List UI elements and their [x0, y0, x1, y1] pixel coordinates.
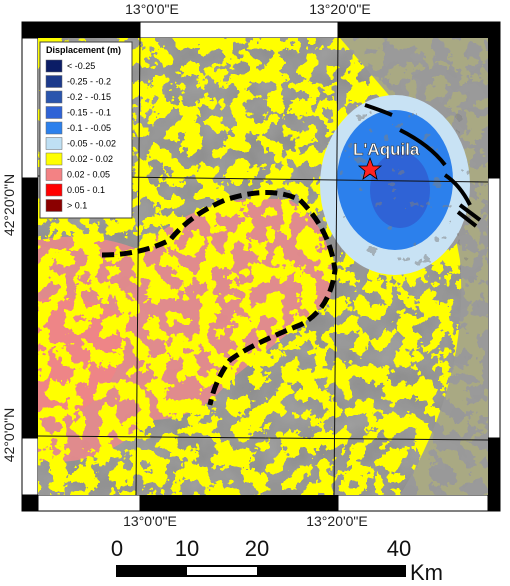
frame-block: [139, 494, 339, 512]
frame-block: [487, 37, 501, 179]
map-image: L'Aquila: [38, 38, 488, 495]
frame-block: [487, 177, 501, 439]
frame-block: [21, 37, 39, 179]
frame-block: [487, 437, 501, 496]
frame-block: [21, 177, 39, 439]
legend-label: < -0.25: [67, 61, 95, 71]
scale-segment: [116, 565, 406, 577]
frame-corner: [22, 22, 38, 38]
lon-label: 13°0'0"E: [125, 1, 179, 17]
legend-label: > 0.1: [67, 201, 87, 211]
frame-corner: [488, 22, 500, 38]
frame-block: [37, 21, 141, 39]
frame-block: [337, 21, 489, 39]
epicenter-star: [357, 156, 383, 180]
uplift-boundary: [101, 190, 338, 406]
scale-segment: [187, 567, 257, 575]
legend-swatch: [45, 152, 63, 166]
frame-block: [139, 21, 339, 39]
legend-title: Displacement (m): [46, 45, 121, 55]
scale-label: 10: [175, 536, 199, 561]
scale-label: 40: [387, 536, 411, 561]
legend-label: -0.1 - -0.05: [67, 123, 111, 133]
frame-corner: [22, 495, 38, 511]
lon-label: 13°20'0"E: [306, 513, 368, 529]
legend-swatch: [45, 168, 63, 181]
legend: Displacement (m) < -0.25 -0.25 - -0.2 -0.2…: [39, 41, 133, 219]
place-label: L'Aquila: [353, 140, 420, 159]
scale-bar: 0 10 20 40 Km: [111, 536, 443, 585]
lat-label: 42°20'0"N: [1, 174, 17, 236]
legend-label: -0.25 - -0.2: [67, 77, 111, 87]
frame-block: [21, 437, 39, 496]
lon-label: 13°20'0"E: [309, 1, 371, 17]
legend-swatch: [45, 137, 63, 150]
legend-label: -0.05 - -0.02: [67, 139, 116, 149]
lon-label: 13°0'0"E: [123, 513, 177, 529]
scale-unit: Km: [410, 560, 443, 585]
legend-swatch: [45, 59, 63, 73]
frame-block: [337, 494, 489, 512]
legend-swatch: [45, 75, 63, 88]
legend-swatch: [45, 183, 63, 197]
legend-label: 0.02 - 0.05: [67, 170, 110, 180]
legend-label: -0.2 - -0.15: [67, 92, 111, 102]
legend-label: -0.15 - -0.1: [67, 108, 111, 118]
frame-corner: [488, 495, 500, 511]
frame-block: [37, 494, 141, 512]
legend-swatch: [45, 106, 63, 119]
faults: [364, 103, 482, 228]
lat-label: 42°0'0"N: [1, 408, 17, 463]
terrain-noise: [340, 110, 470, 270]
scale-label: 20: [245, 536, 269, 561]
legend-swatch: [45, 90, 63, 104]
legend-swatch: [45, 121, 63, 135]
legend-label: -0.02 - 0.02: [67, 154, 113, 164]
legend-swatch: [45, 199, 63, 212]
scale-label: 0: [111, 536, 123, 561]
legend-label: 0.05 - 0.1: [67, 185, 105, 195]
